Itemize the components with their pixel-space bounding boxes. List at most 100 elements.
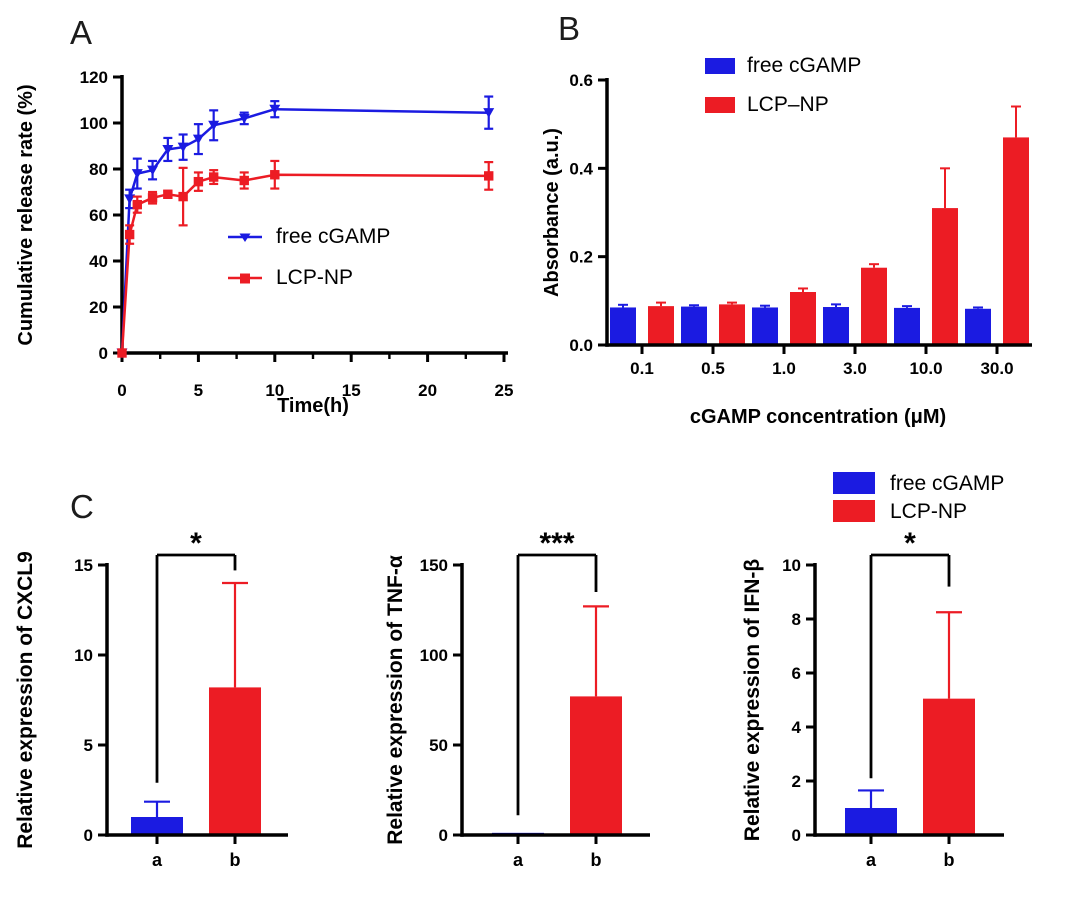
square-marker xyxy=(208,172,219,182)
red-swatch-icon xyxy=(833,500,875,522)
y-tick-label: 0 xyxy=(84,826,93,845)
x-tick-label: b xyxy=(944,850,955,870)
triangle-down-marker xyxy=(162,144,174,155)
square-marker xyxy=(178,191,188,202)
legend-item-free-cgamp: free cGAMP xyxy=(833,472,1004,494)
bar-b xyxy=(209,687,261,835)
y-tick-label: 15 xyxy=(74,556,93,575)
y-tick-label: 80 xyxy=(89,160,108,179)
bar-a xyxy=(131,817,183,835)
x-tick-label: 3.0 xyxy=(843,359,867,378)
y-tick-label: 0 xyxy=(792,826,801,845)
panel-label-a: A xyxy=(70,14,93,51)
y-tick-label: 0 xyxy=(439,826,448,845)
x-tick-label: 25 xyxy=(495,381,514,400)
x-tick-label: 10 xyxy=(265,381,284,400)
y-tick-label: 0 xyxy=(99,344,108,363)
legend-label: free cGAMP xyxy=(747,54,862,77)
square-marker xyxy=(239,175,249,186)
y-tick-label: 100 xyxy=(80,114,108,133)
panel-b-legend: free cGAMP LCP–NP xyxy=(705,55,861,133)
significance-bracket: *** xyxy=(516,527,598,816)
bar xyxy=(861,267,887,345)
y-tick-label: 0.6 xyxy=(569,71,593,90)
bar xyxy=(932,208,958,345)
legend-item-free-cgamp: free cGAMP xyxy=(227,226,390,247)
square-marker xyxy=(484,171,494,181)
bar xyxy=(965,308,991,345)
bar-b xyxy=(570,696,622,835)
legend-item-lcp-np: LCP–NP xyxy=(705,94,861,115)
square-marker xyxy=(193,176,204,187)
series-lcp-np xyxy=(648,105,1029,345)
y-tick-label: 2 xyxy=(792,772,801,791)
x-tick-label: 10.0 xyxy=(909,359,942,378)
blue-swatch-icon xyxy=(705,57,735,74)
panel-c-chart-2: 0 50 100 150 a b Relative expression of TNF-α *… xyxy=(384,527,650,870)
bar xyxy=(752,307,778,345)
y-tick-label: 10 xyxy=(782,556,801,575)
triangle-down-marker xyxy=(238,113,250,124)
series-free-cgamp xyxy=(116,95,495,359)
y-axis-title: Absorbance (a.u.) xyxy=(541,128,563,297)
x-axis-title: cGAMP concentration (μM) xyxy=(690,406,946,428)
significance-bracket: * xyxy=(155,527,237,783)
y-axis-title: Relative expression of CXCL9 xyxy=(14,551,37,849)
legend-label: free cGAMP xyxy=(890,471,1005,495)
y-tick-label: 40 xyxy=(89,252,108,271)
y-tick-label: 8 xyxy=(792,610,801,629)
panel-a-legend: free cGAMP LCP-NP xyxy=(227,226,390,308)
x-tick-label: 1.0 xyxy=(772,359,796,378)
x-tick-label: a xyxy=(513,850,524,870)
x-tick-label: 20 xyxy=(418,381,437,400)
panel-c-chart-3: 0 2 4 6 8 10 a b Relative expression of IFN-β * xyxy=(741,527,1004,870)
y-tick-label: 100 xyxy=(420,646,448,665)
x-tick-label: 0.5 xyxy=(701,359,725,378)
y-axis-title: Cumulative release rate (%) xyxy=(15,84,37,345)
significance-bracket: * xyxy=(869,527,951,779)
significance-stars: *** xyxy=(539,527,574,560)
red-swatch-icon xyxy=(705,96,735,113)
y-tick-label: 0.2 xyxy=(569,248,593,267)
series-free-cgamp xyxy=(610,303,991,345)
triangle-down-marker xyxy=(192,134,204,145)
bar xyxy=(648,306,674,345)
triangle-down-marker xyxy=(208,120,220,131)
y-tick-label: 4 xyxy=(792,718,802,737)
x-axis-title: Time(h) xyxy=(277,395,349,417)
square-marker-icon xyxy=(228,273,262,283)
triangle-down-marker xyxy=(483,108,495,118)
y-tick-label: 120 xyxy=(80,68,108,87)
legend-item-free-cgamp: free cGAMP xyxy=(705,55,861,76)
triangle-down-marker-icon xyxy=(228,233,262,242)
bar-a xyxy=(845,808,897,835)
legend-item-lcp-np: LCP-NP xyxy=(833,500,1004,522)
bar xyxy=(681,306,707,345)
square-marker xyxy=(270,170,280,180)
x-tick-label: b xyxy=(230,850,241,870)
legend-item-lcp-np: LCP-NP xyxy=(227,267,390,288)
x-tick-label: 5 xyxy=(194,381,203,400)
triangle-down-marker xyxy=(124,194,136,205)
panel-label-c: C xyxy=(70,488,94,525)
x-tick-label: a xyxy=(866,850,877,870)
y-tick-label: 50 xyxy=(429,736,448,755)
panel-a-chart: 0 20 40 60 80 100 120 0 5 10 15 20 25 Time(h) Cumulati… xyxy=(15,68,513,417)
x-tick-label: a xyxy=(152,850,163,870)
x-tick-label: 0.1 xyxy=(630,359,654,378)
legend-label: free cGAMP xyxy=(276,225,391,248)
square-marker xyxy=(163,189,173,199)
panel-b-chart: 0.0 0.2 0.4 0.6 0.1 0.5 1.0 3.0 10.0 30.0 cGAMP co… xyxy=(541,71,1032,428)
square-marker xyxy=(147,193,158,203)
y-tick-label: 20 xyxy=(89,298,108,317)
y-axis-title: Relative expression of IFN-β xyxy=(741,559,764,842)
square-marker xyxy=(124,229,135,240)
x-tick-label: 0 xyxy=(117,381,126,400)
bar-b xyxy=(923,698,975,835)
significance-stars: * xyxy=(904,527,916,560)
triangle-down-marker xyxy=(269,104,281,115)
series-lcp-np xyxy=(117,159,494,358)
triangle-down-marker xyxy=(147,165,159,176)
x-tick-label: b xyxy=(591,850,602,870)
